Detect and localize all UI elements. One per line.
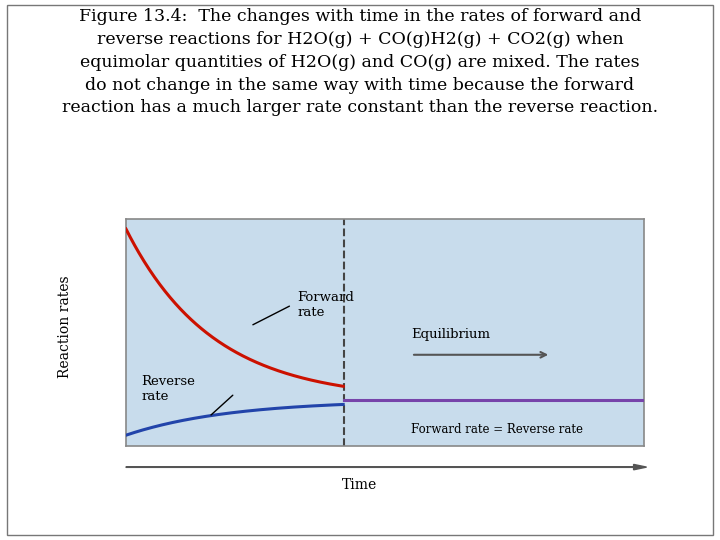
Text: Time: Time: [343, 478, 377, 492]
Text: Figure 13.4:  The changes with time in the rates of forward and
reverse reaction: Figure 13.4: The changes with time in th…: [62, 8, 658, 117]
Text: Reaction rates: Reaction rates: [58, 275, 72, 378]
Text: Reverse
rate: Reverse rate: [142, 375, 195, 403]
Text: Forward
rate: Forward rate: [297, 291, 354, 319]
Text: Equilibrium: Equilibrium: [411, 328, 490, 341]
Text: Forward rate = Reverse rate: Forward rate = Reverse rate: [411, 423, 583, 436]
